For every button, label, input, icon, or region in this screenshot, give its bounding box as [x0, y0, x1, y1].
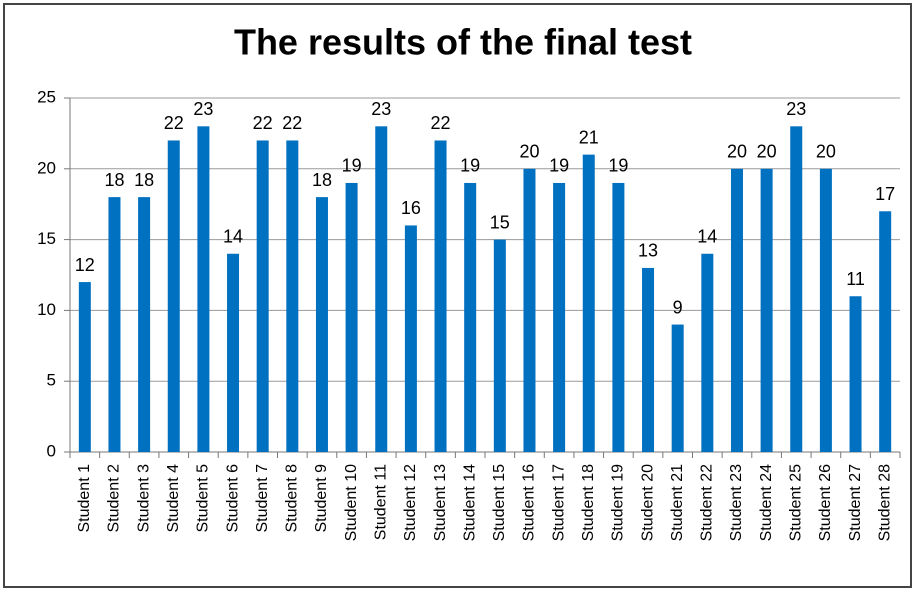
x-tick-label: Student 4 — [165, 464, 182, 533]
x-tick-label: Student 7 — [254, 464, 271, 533]
x-tick-label: Student 2 — [106, 464, 123, 533]
chart-frame — [3, 3, 912, 588]
bar — [404, 225, 417, 452]
x-tick-label: Student 11 — [372, 464, 389, 540]
bar — [286, 140, 299, 453]
x-tick-label: Student 5 — [195, 464, 212, 533]
bar — [108, 197, 121, 452]
value-label: 16 — [401, 198, 421, 218]
bar — [523, 168, 536, 453]
bar — [701, 253, 714, 452]
y-tick-label: 20 — [37, 158, 56, 177]
value-label: 17 — [875, 184, 895, 204]
x-tick-label: Student 27 — [847, 464, 864, 542]
value-label: 20 — [519, 142, 539, 162]
value-label: 20 — [816, 142, 836, 162]
bar — [434, 140, 447, 453]
value-label: 13 — [638, 241, 658, 261]
x-tick-label: Student 22 — [699, 464, 716, 542]
bar — [78, 282, 91, 452]
x-tick-label: Student 1 — [76, 464, 93, 533]
bar — [790, 126, 803, 452]
x-tick-label: Student 18 — [580, 464, 597, 542]
y-tick-label: 0 — [47, 441, 56, 460]
bar — [642, 267, 655, 452]
bar — [375, 126, 388, 452]
value-label: 22 — [253, 113, 273, 133]
value-label: 22 — [282, 113, 302, 133]
value-label: 9 — [673, 297, 683, 317]
bar — [197, 126, 210, 452]
x-tick-label: Student 14 — [461, 464, 478, 542]
x-tick-label: Student 8 — [284, 464, 301, 533]
value-label: 18 — [104, 170, 124, 190]
x-tick-label: Student 23 — [728, 464, 745, 542]
x-tick-label: Student 25 — [787, 464, 804, 542]
bar — [671, 324, 684, 452]
x-tick-label: Student 28 — [876, 464, 893, 542]
bar — [730, 168, 743, 453]
value-label: 14 — [223, 227, 243, 247]
x-tick-label: Student 10 — [343, 464, 360, 542]
value-label: 19 — [608, 156, 628, 176]
value-label: 20 — [727, 142, 747, 162]
x-tick-label: Student 21 — [669, 464, 686, 542]
bar — [760, 168, 773, 453]
y-tick-label: 15 — [37, 229, 56, 248]
bar — [138, 197, 151, 452]
bar — [167, 140, 180, 453]
value-label: 23 — [371, 99, 391, 119]
value-label: 19 — [549, 156, 569, 176]
y-tick-label: 10 — [37, 300, 56, 319]
x-tick-label: Student 24 — [758, 464, 775, 542]
value-label: 19 — [342, 156, 362, 176]
bar — [849, 296, 862, 452]
x-tick-label: Student 19 — [610, 464, 627, 542]
value-label: 20 — [757, 142, 777, 162]
value-label: 15 — [490, 212, 510, 232]
value-label: 12 — [75, 255, 95, 275]
bar — [256, 140, 269, 453]
bar — [553, 182, 566, 452]
x-tick-label: Student 12 — [402, 464, 419, 542]
value-label: 19 — [460, 156, 480, 176]
bar — [879, 211, 892, 452]
value-label: 22 — [431, 113, 451, 133]
value-label: 18 — [312, 170, 332, 190]
bar — [464, 182, 477, 452]
x-tick-label: Student 17 — [550, 464, 567, 542]
x-tick-label: Student 3 — [135, 464, 152, 533]
bar — [819, 168, 832, 453]
chart-title: The results of the final test — [234, 22, 692, 63]
x-tick-label: Student 6 — [224, 464, 241, 533]
bar — [493, 239, 506, 452]
x-tick-label: Student 15 — [491, 464, 508, 542]
value-label: 18 — [134, 170, 154, 190]
value-label: 21 — [579, 127, 599, 147]
x-tick-label: Student 9 — [313, 464, 330, 533]
x-tick-label: Student 13 — [432, 464, 449, 542]
bar — [582, 154, 595, 452]
value-label: 23 — [193, 99, 213, 119]
bar — [227, 253, 240, 452]
bar — [315, 197, 328, 452]
x-tick-label: Student 16 — [521, 464, 538, 542]
y-tick-label: 5 — [47, 371, 56, 390]
value-label: 22 — [164, 113, 184, 133]
value-label: 11 — [846, 269, 865, 289]
x-tick-label: Student 20 — [639, 464, 656, 542]
value-label: 23 — [786, 99, 806, 119]
y-tick-label: 25 — [37, 87, 56, 106]
value-label: 14 — [697, 227, 717, 247]
bar — [612, 182, 625, 452]
x-tick-label: Student 26 — [817, 464, 834, 542]
bar — [345, 182, 358, 452]
